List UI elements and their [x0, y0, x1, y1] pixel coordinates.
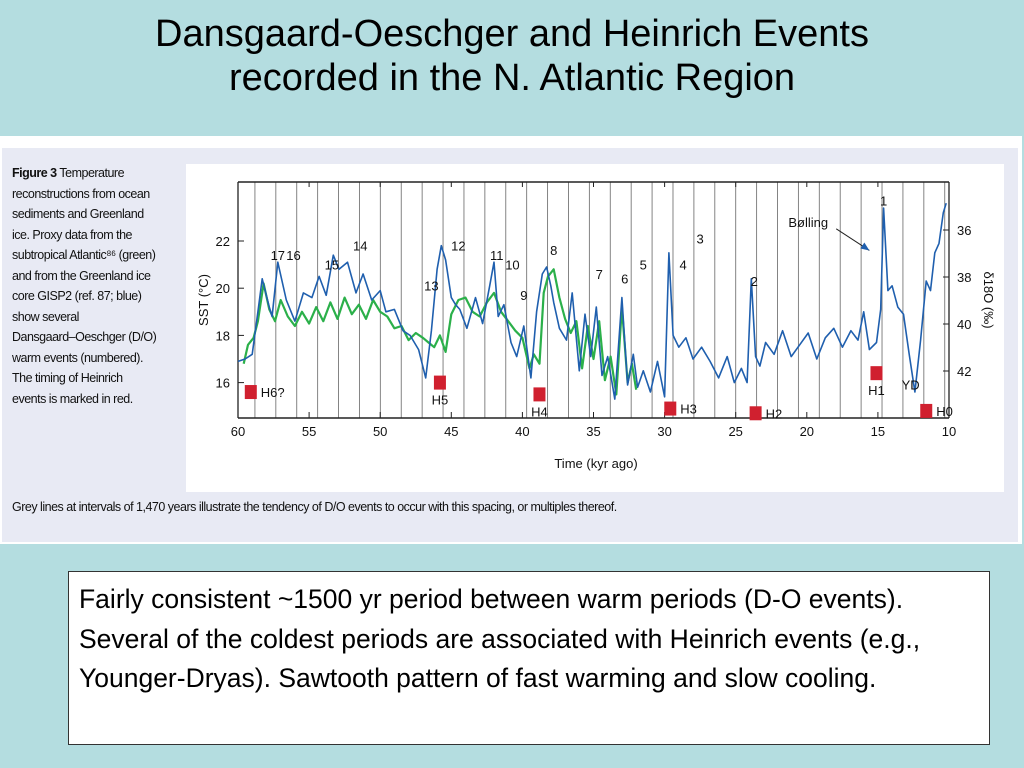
x-tick-label: 25	[728, 424, 742, 439]
x-tick-label: 10	[942, 424, 956, 439]
y-tick-right-label: 40	[957, 317, 971, 332]
event-label: 1	[880, 194, 887, 209]
event-label: 13	[424, 279, 438, 294]
event-label: 2	[751, 274, 758, 289]
heinrich-marker	[749, 406, 762, 421]
x-tick-label: 40	[515, 424, 529, 439]
heinrich-label: H0	[936, 404, 953, 419]
series-line-greenland	[237, 202, 947, 400]
x-axis-title: Time (kyr ago)	[554, 456, 637, 471]
event-label: 8	[550, 243, 557, 258]
event-label: 9	[520, 288, 527, 303]
caption-line: core GISP2 (ref. 87; blue)	[12, 289, 142, 303]
series-line-atlantic	[242, 268, 638, 396]
event-label: 16	[286, 248, 300, 263]
summary-note-text: Fairly consistent ~1500 yr period betwee…	[79, 584, 921, 693]
annotation-label: YD	[902, 378, 920, 393]
figure-caption-label: Figure 3	[12, 166, 57, 180]
y-tick-right-label: 36	[957, 223, 971, 238]
x-tick-label: 55	[302, 424, 316, 439]
caption-line: reconstructions from ocean	[12, 186, 150, 201]
heinrich-label: H3	[680, 402, 697, 417]
x-tick-label: 50	[373, 424, 387, 439]
event-label: 11	[490, 248, 504, 263]
caption-line: subtropical Atlantic⁸⁶ (green)	[12, 248, 156, 262]
caption-line: The timing of Heinrich	[12, 371, 123, 385]
caption-line: Dansgaard–Oeschger (D/O)	[12, 330, 157, 344]
bolling-arrow-head	[860, 242, 870, 251]
x-tick-label: 20	[800, 424, 814, 439]
caption-line: warm events (numbered).	[12, 350, 143, 365]
heinrich-label: H5	[432, 393, 449, 408]
y-axis-right-title: δ18O (‰)	[981, 271, 996, 328]
event-label: 17	[271, 248, 285, 263]
x-tick-label: 30	[657, 424, 671, 439]
event-label: 7	[596, 267, 603, 282]
heinrich-label: H4	[531, 404, 548, 419]
heinrich-marker	[533, 387, 546, 402]
chart-container: Time (kyr ago) SST (°C) δ18O (‰) 60 55 50 4…	[186, 164, 1004, 492]
x-tick-label: 15	[871, 424, 885, 439]
y-tick-left-label: 16	[216, 376, 230, 391]
caption-line: and from the Greenland ice	[12, 268, 151, 283]
heinrich-marker	[920, 403, 933, 418]
y-axis-left-title: SST (°C)	[196, 274, 211, 326]
slide-title-line-1: Dansgaard-Oeschger and Heinrich Events	[155, 13, 869, 55]
event-label: Bølling	[788, 215, 828, 230]
event-label: 4	[679, 257, 686, 272]
y-tick-left-label: 20	[216, 281, 230, 296]
caption-line: sediments and Greenland	[12, 207, 144, 221]
y-tick-right-label: 42	[957, 364, 971, 379]
caption-line: Temperature	[59, 166, 125, 180]
heinrich-marker	[433, 375, 446, 390]
x-tick-label: 60	[231, 424, 245, 439]
summary-note: Fairly consistent ~1500 yr period betwee…	[68, 571, 990, 745]
y-tick-left-label: 18	[216, 328, 230, 343]
event-label: 15	[325, 257, 339, 272]
slide-title-line-2: recorded in the N. Atlantic Region	[228, 57, 796, 99]
event-label: 6	[621, 271, 628, 286]
y-tick-left-label: 22	[216, 234, 230, 249]
x-tick-label: 45	[444, 424, 458, 439]
caption-line: show several	[12, 309, 79, 324]
slide-title: Dansgaard-Oeschger and Heinrich Events r…	[0, 12, 1024, 100]
x-tick-label: 35	[586, 424, 600, 439]
event-label: 3	[697, 231, 704, 246]
heinrich-marker	[244, 385, 257, 400]
caption-line: ice. Proxy data from the	[12, 227, 133, 242]
heinrich-marker	[870, 366, 883, 381]
event-label: 10	[505, 257, 519, 272]
heinrich-label: H2	[766, 406, 783, 421]
heinrich-label: H6?	[261, 385, 285, 400]
figure-caption-footer: Grey lines at intervals of 1,470 years i…	[12, 500, 617, 514]
event-label: 12	[451, 238, 465, 253]
y-tick-right-label: 38	[957, 270, 971, 285]
event-label: 5	[640, 257, 647, 272]
heinrich-label: H1	[868, 383, 885, 398]
figure-caption: Figure 3 Temperature reconstructions fro…	[12, 163, 184, 409]
heinrich-marker	[664, 401, 677, 416]
event-label: 14	[353, 238, 367, 253]
caption-line: events is marked in red.	[12, 391, 133, 406]
temperature-chart: Time (kyr ago) SST (°C) δ18O (‰) 60 55 50 4…	[196, 181, 996, 471]
